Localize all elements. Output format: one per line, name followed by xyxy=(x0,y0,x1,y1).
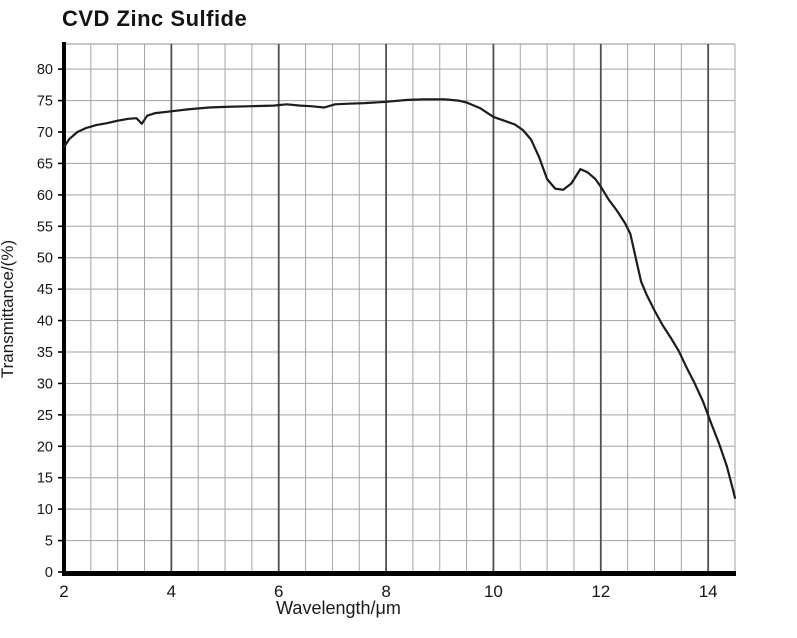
y-axis-title: Transmittance/(%) xyxy=(0,239,17,379)
x-tick-label: 6 xyxy=(274,582,283,601)
y-tick-label: 10 xyxy=(37,502,53,518)
y-tick-label: 50 xyxy=(37,251,53,267)
y-tick-label: 25 xyxy=(37,408,53,424)
x-tick-label: 4 xyxy=(167,582,176,601)
x-tick-label: 14 xyxy=(699,582,718,601)
y-tick-label: 15 xyxy=(37,471,53,487)
y-tick-label: 0 xyxy=(45,565,53,581)
y-tick-label: 5 xyxy=(45,534,53,550)
y-tick-label: 60 xyxy=(37,188,53,204)
y-tick-label: 20 xyxy=(37,439,53,455)
x-tick-label: 10 xyxy=(484,582,503,601)
y-tick-label: 35 xyxy=(37,345,53,361)
x-tick-label: 2 xyxy=(59,582,68,601)
x-axis-title: Wavelength/μm xyxy=(0,598,797,619)
x-tick-label: 12 xyxy=(591,582,610,601)
y-tick-label: 75 xyxy=(37,94,53,110)
y-tick-label: 65 xyxy=(37,156,53,172)
y-tick-label: 45 xyxy=(37,282,53,298)
chart-title: CVD Zinc Sulfide xyxy=(62,6,248,31)
x-tick-label: 8 xyxy=(381,582,390,601)
y-tick-label: 40 xyxy=(37,314,53,330)
y-tick-label: 80 xyxy=(37,62,53,78)
x-axis-title-text: Wavelength/μm xyxy=(276,598,401,618)
transmittance-curve xyxy=(62,98,737,499)
y-tick-label: 55 xyxy=(37,219,53,235)
y-tick-label: 70 xyxy=(37,125,53,141)
y-tick-label: 30 xyxy=(37,376,53,392)
